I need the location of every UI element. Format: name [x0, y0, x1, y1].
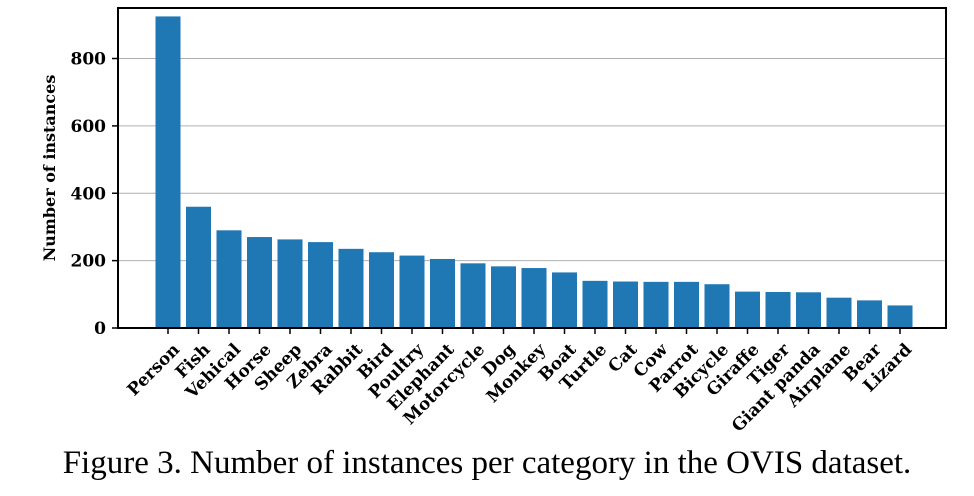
x-axis-ticks: PersonFishVehicalHorseSheepZebraRabbitBi… — [124, 328, 916, 436]
bar-chart: 0 200 400 600 800 PersonFishVehicalHorseShee… — [40, 7, 947, 436]
y-tick-label: 400 — [71, 184, 107, 204]
y-tick-label: 600 — [71, 117, 107, 137]
y-axis-ticks: 0 200 400 600 800 — [71, 50, 118, 339]
bar-zebra — [308, 242, 333, 328]
bar-parrot — [674, 281, 699, 328]
y-tick-label: 200 — [71, 252, 107, 272]
bar-rabbit — [338, 248, 364, 328]
bar-tiger — [765, 291, 791, 328]
bar-cat — [613, 281, 638, 328]
bar-dog — [491, 266, 516, 328]
bar-elephant — [430, 258, 455, 328]
bar-motorcycle — [460, 263, 486, 328]
bar-vehical — [216, 230, 242, 328]
y-axis-label: Number of instances — [40, 75, 59, 262]
bar-cow — [643, 281, 669, 328]
bar-giraffe — [735, 291, 760, 328]
bar-bicycle — [704, 284, 730, 328]
bar-horse — [247, 237, 272, 328]
bar-boat — [552, 272, 577, 328]
bar-person — [155, 16, 181, 329]
bar-giant-panda — [796, 292, 821, 328]
y-tick-label: 0 — [94, 319, 106, 339]
bar-poultry — [399, 255, 425, 328]
bar-monkey — [521, 268, 547, 328]
bar-airplane — [826, 297, 852, 328]
bar-fish — [186, 206, 211, 328]
bar-bird — [369, 252, 394, 328]
figure-caption: Figure 3. Number of instances per catego… — [62, 445, 912, 481]
grid-lines — [118, 58, 946, 262]
bar-turtle — [582, 280, 608, 328]
bar-bear — [857, 300, 882, 328]
bar-sheep — [277, 239, 303, 328]
bar-lizard — [887, 305, 913, 328]
y-tick-label: 800 — [71, 50, 107, 70]
bars — [155, 16, 913, 329]
plot-frame — [117, 7, 947, 329]
